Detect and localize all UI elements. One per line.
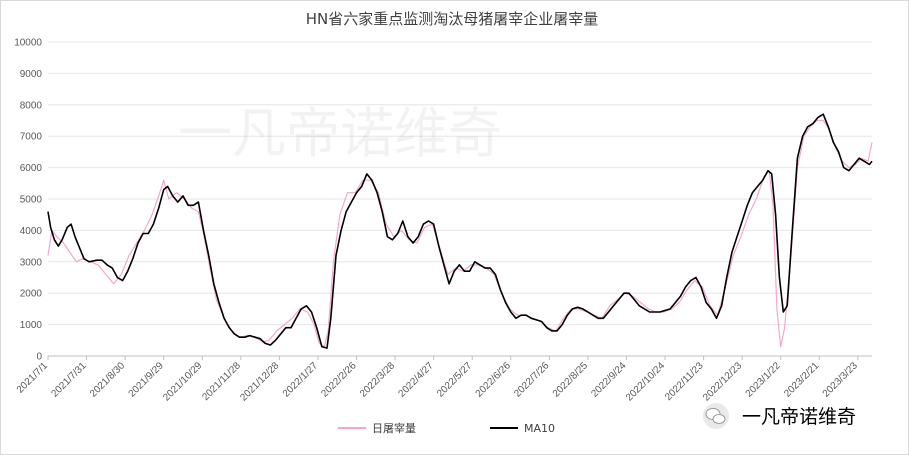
y-tick-label: 2000 bbox=[20, 289, 43, 300]
y-tick-label: 8000 bbox=[20, 100, 43, 111]
y-tick-label: 4000 bbox=[20, 226, 43, 237]
legend-label-ma10: MA10 bbox=[524, 422, 555, 435]
y-tick-label: 0 bbox=[36, 352, 42, 363]
y-tick-label: 3000 bbox=[20, 257, 43, 268]
chart-title: HN省六家重点监测淘汰母猪屠宰企业屠宰量 bbox=[306, 10, 599, 28]
legend-label-daily: 日屠宰量 bbox=[372, 421, 416, 435]
series-line-ma10 bbox=[47, 113, 873, 349]
y-tick-label: 10000 bbox=[14, 38, 42, 49]
series-line-daily bbox=[47, 119, 873, 348]
y-axis: 0 1000 2000 3000 4000 5000 6000 7000 8000 9000 100… bbox=[14, 38, 42, 363]
series-layer bbox=[47, 113, 873, 349]
gridlines bbox=[48, 41, 872, 357]
legend: 日屠宰量 MA10 bbox=[338, 421, 555, 435]
y-tick-label: 1000 bbox=[20, 320, 43, 331]
y-tick-label: 5000 bbox=[20, 195, 43, 206]
watermark-corner-text: 一凡帝诺维奇 bbox=[742, 406, 856, 428]
watermark-center: 一凡帝诺维奇 bbox=[178, 102, 502, 165]
y-tick-label: 9000 bbox=[20, 69, 43, 80]
y-tick-label: 6000 bbox=[20, 163, 43, 174]
wechat-icon bbox=[703, 403, 729, 429]
watermark-corner: 一凡帝诺维奇 bbox=[703, 403, 856, 429]
y-tick-label: 7000 bbox=[20, 132, 43, 143]
